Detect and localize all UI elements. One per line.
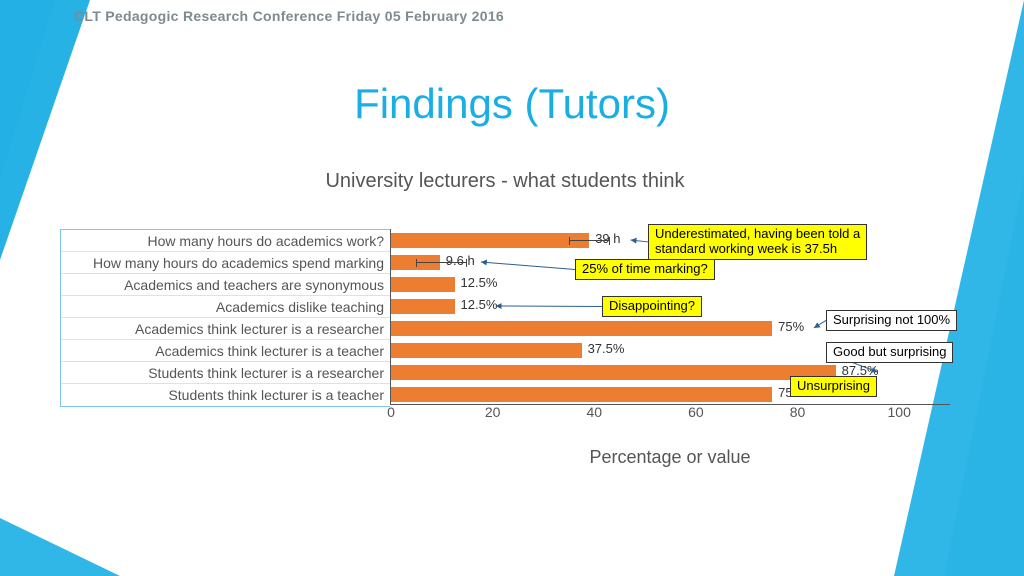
x-tick: 40 bbox=[586, 404, 602, 420]
bar: 12.5% bbox=[391, 277, 455, 292]
y-label: Academics dislike teaching bbox=[61, 296, 390, 318]
callout-box: Underestimated, having been told astanda… bbox=[648, 224, 867, 260]
conference-header: CLT Pedagogic Research Conference Friday… bbox=[74, 8, 504, 24]
bar: 39 h bbox=[391, 233, 589, 248]
bar: 12.5% bbox=[391, 299, 455, 314]
chart-container: University lecturers - what students thi… bbox=[60, 170, 950, 468]
x-tick: 100 bbox=[887, 404, 910, 420]
x-tick: 80 bbox=[790, 404, 806, 420]
y-label: How many hours do academics work? bbox=[61, 230, 390, 252]
callout-box: Good but surprising bbox=[826, 342, 953, 363]
x-tick: 20 bbox=[485, 404, 501, 420]
bar: 75% bbox=[391, 387, 772, 402]
x-axis-ticks: 020406080100 bbox=[391, 404, 950, 426]
y-label: Academics think lecturer is a researcher bbox=[61, 318, 390, 340]
chart-title: University lecturers - what students thi… bbox=[60, 170, 950, 193]
bar-value-label: 37.5% bbox=[588, 341, 625, 356]
x-axis-label: Percentage or value bbox=[390, 447, 950, 468]
y-label: Academics and teachers are synonymous bbox=[61, 274, 390, 296]
error-bar bbox=[416, 262, 467, 263]
callout-box: Disappointing? bbox=[602, 296, 702, 317]
bar-value-label: 9.6 h bbox=[446, 253, 475, 268]
bar: 75% bbox=[391, 321, 772, 336]
x-tick: 60 bbox=[688, 404, 704, 420]
bg-triangle bbox=[0, 518, 120, 576]
callout-box: 25% of time marking? bbox=[575, 259, 715, 280]
bar-value-label: 12.5% bbox=[461, 297, 498, 312]
callout-box: Surprising not 100% bbox=[826, 310, 957, 331]
bar: 37.5% bbox=[391, 343, 582, 358]
y-label: Students think lecturer is a researcher bbox=[61, 362, 390, 384]
slide-title: Findings (Tutors) bbox=[0, 80, 1024, 128]
bar-value-label: 12.5% bbox=[461, 275, 498, 290]
y-axis-labels: How many hours do academics work?How man… bbox=[60, 229, 390, 407]
y-label: Academics think lecturer is a teacher bbox=[61, 340, 390, 362]
y-label: How many hours do academics spend markin… bbox=[61, 252, 390, 274]
callout-box: Unsurprising bbox=[790, 376, 877, 397]
error-bar bbox=[569, 240, 610, 241]
x-tick: 0 bbox=[387, 404, 395, 420]
y-label: Students think lecturer is a teacher bbox=[61, 384, 390, 406]
bar-value-label: 75% bbox=[778, 319, 804, 334]
bar: 87.5% bbox=[391, 365, 836, 380]
